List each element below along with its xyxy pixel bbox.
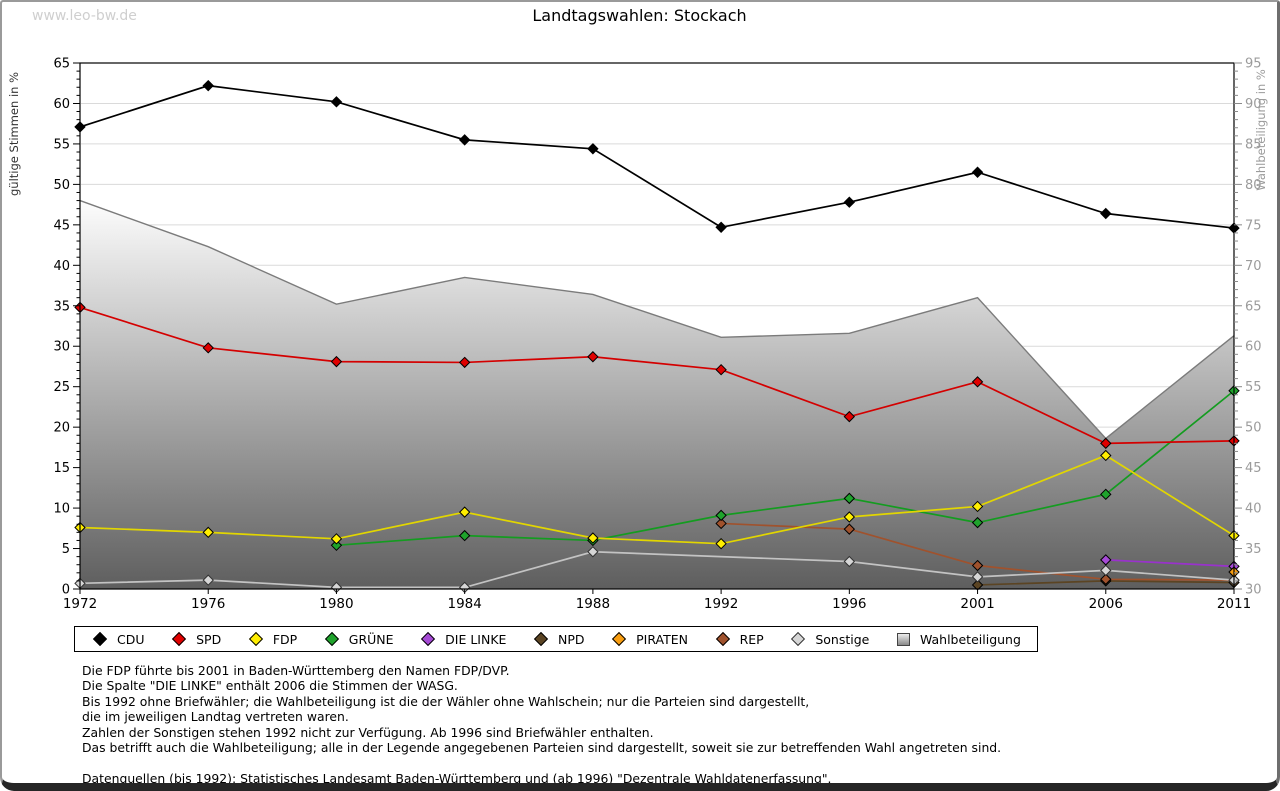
fdp-marker-icon [248, 631, 263, 647]
legend-item-die-linke: DIE LINKE [419, 632, 506, 647]
svg-text:2006: 2006 [1089, 596, 1123, 612]
footnote-line: Die Spalte "DIE LINKE" enthält 2006 die … [82, 678, 458, 694]
svg-text:50: 50 [53, 178, 70, 193]
svg-text:85: 85 [1245, 137, 1262, 152]
footnote-line: Bis 1992 ohne Briefwähler; die Wahlbetei… [82, 693, 810, 709]
legend-item-sonstige: Sonstige [789, 632, 869, 647]
svg-text:65: 65 [53, 57, 70, 72]
svg-text:65: 65 [1245, 299, 1262, 314]
svg-text:60: 60 [1245, 340, 1262, 355]
chart-canvas: 0 30 5 35 10 40 15 45 20 50 25 55 30 60 35 65 40 70 45 75 50… [2, 2, 1277, 616]
svg-text:60: 60 [53, 97, 70, 112]
svg-text:20: 20 [53, 421, 70, 436]
sonstige-marker-icon [791, 631, 806, 647]
legend-item-cdu: CDU [91, 632, 145, 647]
die-linke-marker-icon [421, 631, 436, 647]
legend-label: PIRATEN [636, 631, 688, 647]
svg-text:1972: 1972 [63, 596, 97, 612]
legend-label: Sonstige [815, 631, 870, 647]
svg-text:45: 45 [1245, 461, 1262, 476]
legend-label: Wahlbeteiligung [919, 631, 1021, 647]
svg-text:30: 30 [53, 340, 70, 355]
footnote-line [82, 755, 1001, 770]
svg-text:30: 30 [1245, 583, 1262, 598]
chart-title: Landtagswahlen: Stockach [532, 6, 747, 25]
svg-text:95: 95 [1245, 57, 1262, 72]
svg-text:55: 55 [53, 137, 70, 152]
legend-item-gr-ne: GRÜNE [323, 632, 394, 647]
election-chart: 0 30 5 35 10 40 15 45 20 50 25 55 30 60 35 65 40 70 45 75 50… [7, 57, 1268, 613]
svg-text:35: 35 [53, 299, 70, 314]
legend-item-fdp: FDP [247, 632, 297, 647]
svg-text:1976: 1976 [191, 596, 225, 612]
footnote-line: die im jeweiligen Landtag vertreten ware… [82, 709, 349, 725]
svg-text:80: 80 [1245, 178, 1262, 193]
gr-ne-marker-icon [324, 631, 339, 647]
svg-text:gültige Stimmen in %: gültige Stimmen in % [7, 72, 21, 196]
footnote-line: Das betrifft auch die Wahlbeteiligung; a… [82, 740, 1002, 756]
svg-text:Wahlbeteiligung in %: Wahlbeteiligung in % [1254, 69, 1268, 191]
legend-item-rep: REP [714, 632, 764, 647]
footnote-line: Datenquellen (bis 1992): Statistisches L… [82, 770, 832, 786]
legend-label: CDU [117, 631, 145, 647]
rep-marker-icon [715, 631, 730, 647]
spd-marker-icon [172, 631, 187, 647]
svg-text:50: 50 [1245, 421, 1262, 436]
legend-item-spd: SPD [170, 632, 221, 647]
chart-legend: CDU SPD FDP GRÜNE DIE LINKE NPD PIRATEN REP Sons… [74, 626, 1038, 652]
svg-text:25: 25 [53, 380, 70, 395]
svg-text:1980: 1980 [319, 596, 353, 612]
svg-text:2001: 2001 [960, 596, 994, 612]
legend-label: GRÜNE [348, 631, 394, 647]
svg-text:15: 15 [53, 461, 70, 476]
legend-label: REP [739, 631, 764, 647]
svg-text:35: 35 [1245, 542, 1262, 557]
legend-label: FDP [272, 631, 298, 647]
svg-text:5: 5 [62, 542, 70, 557]
wahlbeteiligung-swatch-icon [896, 632, 910, 646]
watermark: www.leo-bw.de [32, 8, 137, 24]
svg-text:1996: 1996 [832, 596, 866, 612]
svg-text:40: 40 [1245, 502, 1262, 517]
legend-item-wahlbeteiligung: Wahlbeteiligung [895, 632, 1021, 647]
footnotes: Die FDP führte bis 2001 in Baden-Württem… [82, 663, 1002, 786]
cdu-marker-icon [92, 631, 108, 647]
legend-item-piraten: PIRATEN [610, 632, 688, 647]
svg-text:70: 70 [1245, 259, 1262, 274]
svg-text:1992: 1992 [704, 596, 738, 612]
svg-text:75: 75 [1245, 218, 1262, 233]
legend-label: SPD [196, 631, 222, 647]
svg-text:1988: 1988 [576, 596, 610, 612]
svg-text:2011: 2011 [1217, 596, 1251, 612]
svg-text:90: 90 [1245, 97, 1262, 112]
npd-marker-icon [533, 631, 549, 647]
legend-label: DIE LINKE [445, 631, 507, 647]
piraten-marker-icon [612, 631, 627, 647]
footnote-line: Zahlen der Sonstigen stehen 1992 nicht z… [82, 724, 654, 740]
legend-label: NPD [558, 631, 585, 647]
svg-text:55: 55 [1245, 380, 1262, 395]
svg-text:45: 45 [53, 218, 70, 233]
footnote-line: Die FDP führte bis 2001 in Baden-Württem… [82, 663, 510, 678]
svg-text:0: 0 [62, 583, 70, 598]
svg-text:40: 40 [53, 259, 70, 274]
svg-text:1984: 1984 [447, 596, 481, 612]
svg-text:10: 10 [53, 502, 70, 517]
legend-item-npd: NPD [532, 632, 585, 647]
